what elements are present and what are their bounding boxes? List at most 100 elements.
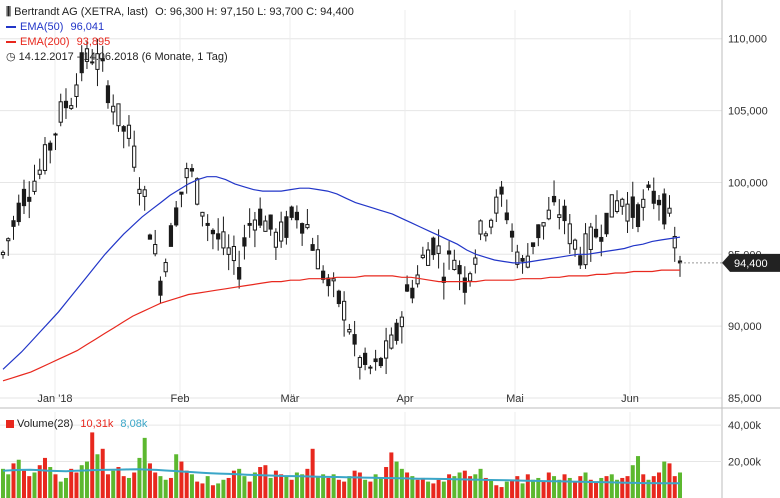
- volume-bar: [195, 481, 200, 498]
- candle-body: [651, 190, 656, 204]
- candle-body: [420, 254, 425, 259]
- volume-bar: [546, 472, 551, 498]
- candle-body: [599, 236, 604, 242]
- volume-bar: [58, 481, 63, 498]
- volume-bar: [294, 472, 299, 498]
- candle-body: [174, 207, 179, 226]
- candle-body: [147, 234, 153, 240]
- volume-bar: [321, 474, 326, 498]
- candle-body: [562, 205, 567, 222]
- candle-body: [405, 284, 410, 292]
- price-candles: [0, 38, 683, 380]
- volume-bar: [37, 465, 42, 498]
- candle-body: [168, 225, 174, 247]
- volume-bar: [615, 479, 620, 498]
- candle-body: [614, 200, 620, 212]
- candle-body: [189, 168, 195, 172]
- volume-bar: [588, 479, 593, 498]
- candle-body: [572, 239, 578, 250]
- volume-bar: [90, 432, 95, 498]
- volume-bar: [237, 468, 242, 498]
- x-tick-label: Mai: [506, 393, 524, 405]
- volume-bar: [641, 474, 646, 498]
- volume-bar: [6, 474, 11, 498]
- volume-bar: [95, 454, 100, 498]
- volume-bar: [667, 463, 672, 498]
- candle-body: [467, 273, 473, 282]
- candle-body: [520, 257, 525, 262]
- candle-body: [342, 300, 347, 321]
- candle-body: [226, 247, 231, 255]
- volume-bar: [279, 474, 284, 498]
- candle-body: [431, 237, 436, 256]
- candle-body: [635, 204, 641, 228]
- volume-bar: [179, 461, 184, 498]
- volume-bar: [478, 468, 483, 498]
- volume-bar: [573, 481, 578, 498]
- candle-body: [105, 85, 111, 104]
- ohlc-values: O: 96,300 H: 97,150 L: 93,700 C: 94,400: [155, 6, 354, 18]
- volume-bar: [121, 476, 126, 498]
- candle-body: [441, 276, 446, 283]
- candle-body: [641, 198, 646, 208]
- volume-bar: [457, 472, 462, 498]
- volume-bar: [142, 437, 147, 498]
- candle-body: [457, 265, 462, 275]
- volume-bar: [226, 477, 231, 498]
- volume-label: Volume(28): [17, 418, 74, 430]
- volume-bar: [672, 476, 677, 498]
- volume-bar: [137, 457, 142, 498]
- volume-legend: Volume(28) 10,31k 8,08k: [6, 418, 147, 431]
- volume-bar: [499, 487, 504, 498]
- volume-bar: [158, 476, 163, 498]
- volume-bar: [184, 470, 189, 498]
- volume-bar: [163, 479, 168, 498]
- price-badge-shape: [722, 253, 780, 272]
- x-tick-label: Mär: [281, 393, 300, 405]
- chart-header: ⫼ Bertrandt AG (XETRA, last) O: 96,300 H…: [6, 6, 354, 19]
- candle-body: [231, 245, 237, 262]
- ema50-label: EMA(50): [20, 21, 64, 33]
- x-tick-label: Feb: [171, 393, 190, 405]
- volume-bar: [536, 477, 541, 498]
- volume-bar: [247, 481, 252, 498]
- candle-body: [111, 105, 116, 113]
- candle-body: [452, 259, 457, 270]
- volume-bar: [436, 479, 441, 498]
- candle-body: [195, 178, 200, 205]
- y-tick-label: 40,00k: [728, 420, 762, 432]
- volume-bar: [252, 472, 257, 498]
- candle-body: [48, 142, 53, 151]
- ema50-legend: EMA(50) 96,041: [6, 21, 104, 34]
- candle-body: [672, 235, 677, 249]
- candle-body: [656, 199, 662, 206]
- volume-bar: [242, 476, 247, 498]
- y-tick-label: 105,000: [728, 106, 768, 118]
- candle-body: [315, 249, 320, 270]
- volume-bar: [452, 476, 457, 498]
- volume-bar: [116, 467, 121, 498]
- candle-body: [121, 126, 126, 132]
- volume-bar: [268, 477, 273, 498]
- volume-bar: [100, 448, 105, 498]
- volume-bar: [174, 454, 179, 498]
- candle-body: [609, 194, 614, 218]
- candle-body: [137, 188, 142, 194]
- candle-body: [488, 219, 494, 228]
- candle-body: [27, 196, 32, 202]
- volume-bar: [284, 476, 289, 498]
- candle-body: [300, 223, 305, 234]
- volume-value-2: 8,08k: [120, 418, 148, 430]
- volume-bar: [42, 457, 47, 498]
- volume-bar: [420, 477, 425, 498]
- volume-bar: [74, 472, 79, 498]
- volume-bar: [79, 465, 84, 498]
- volume-bar: [21, 470, 26, 498]
- volume-bar: [315, 476, 320, 498]
- candle-body: [184, 168, 189, 179]
- candle-body: [357, 357, 362, 368]
- candle-body: [446, 250, 452, 255]
- candle-body: [310, 244, 315, 251]
- candle-body: [662, 193, 667, 225]
- candle-body: [242, 237, 247, 247]
